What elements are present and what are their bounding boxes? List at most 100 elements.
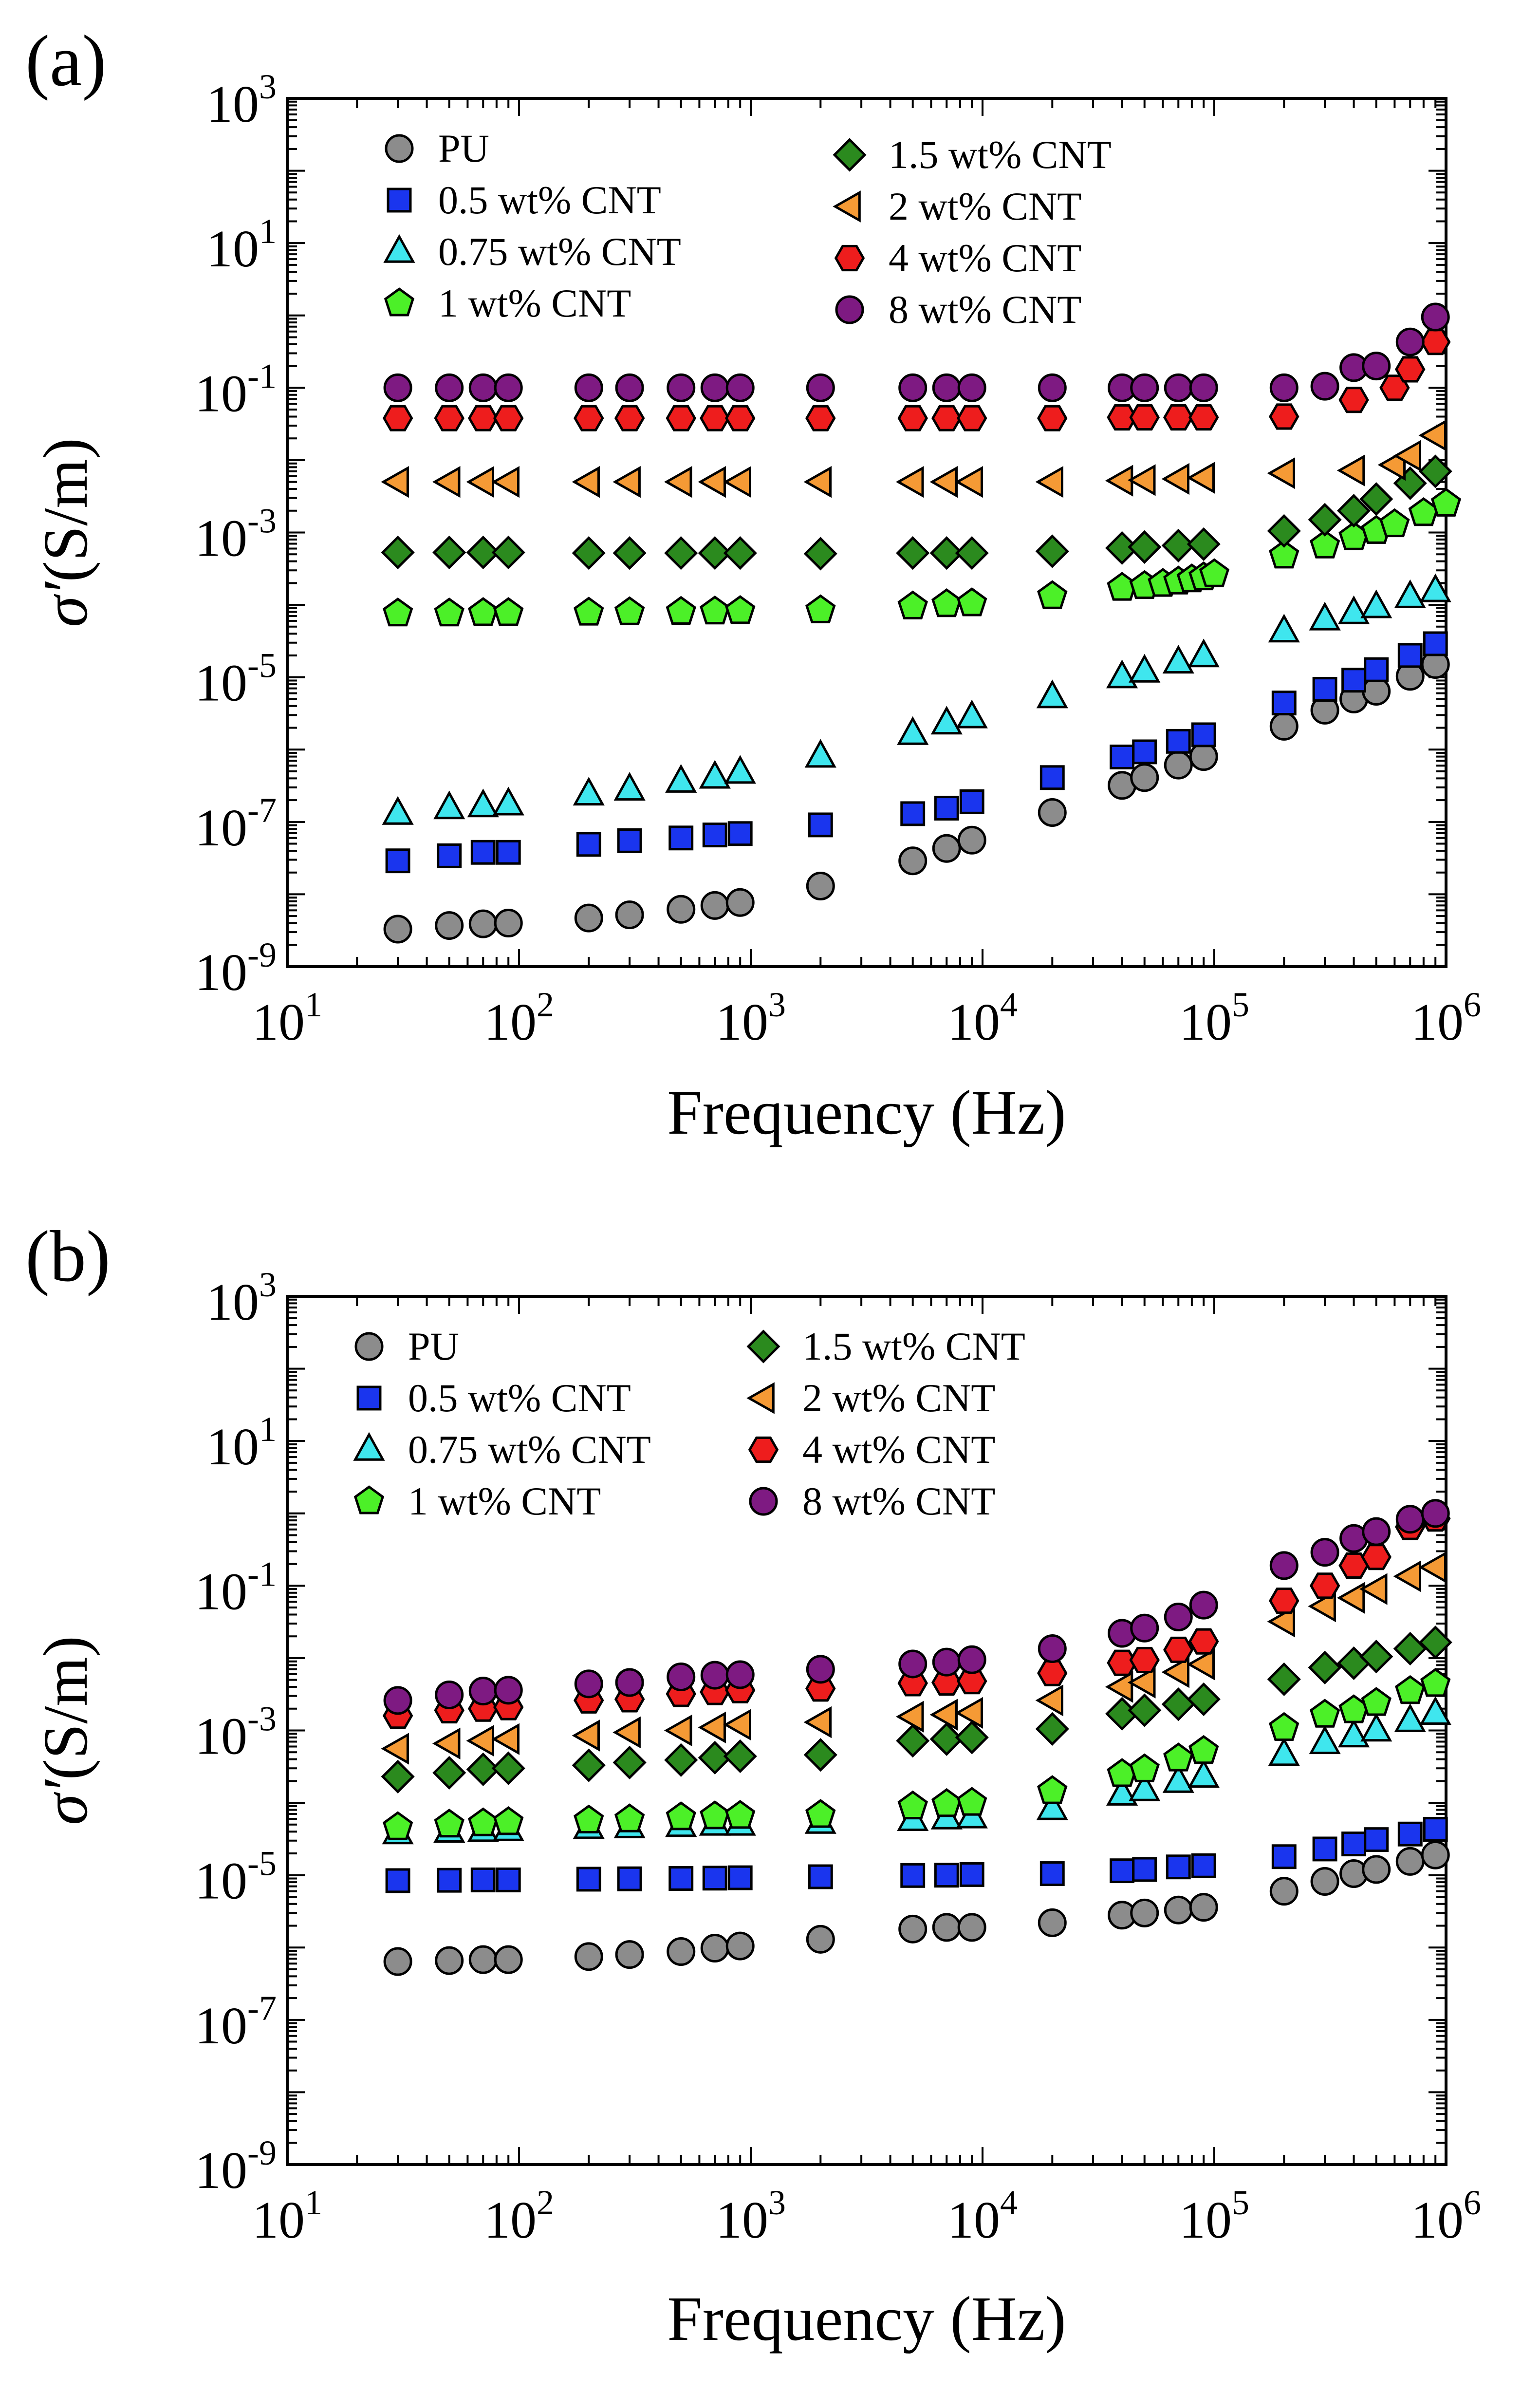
panel-b-point-0-75-wtpct-cnt: [1036, 1791, 1068, 1820]
panel-a-xtick-label: 105: [1179, 985, 1249, 1051]
panel-b-point-1-wtpct-cnt: [1037, 1775, 1068, 1804]
panel-a-point-4-wtpct-cnt: [1338, 387, 1369, 413]
panel-a-point-8-wtpct-cnt: [1421, 302, 1450, 332]
panel-a-point-4-wtpct-cnt: [468, 405, 499, 431]
panel-b-point-pu: [468, 1945, 498, 1974]
panel-b-point-1-5-wtpct-cnt: [1359, 1640, 1393, 1674]
panel-b-legend-label: 0.75 wt% CNT: [408, 1427, 651, 1472]
panel-a-legend-marker-2-wtpct-cnt: [833, 190, 861, 223]
panel-b-point-8-wtpct-cnt: [725, 1660, 755, 1689]
panel-b-ytick-label: 10-3: [195, 1700, 277, 1766]
panel-a-point-pu: [700, 891, 729, 920]
panel-a-point-pu: [1164, 750, 1193, 780]
panel-a-legend-item-2-wtpct-cnt: 2 wt% CNT: [833, 184, 1081, 228]
panel-a-point-0-75-wtpct-cnt: [1360, 589, 1392, 618]
panel-a-legend-item-0-5-wtpct-cnt: 0.5 wt% CNT: [387, 178, 661, 222]
panel-b-point-0-5-wtpct-cnt: [496, 1867, 521, 1892]
panel-b-point-pu: [1189, 1893, 1218, 1922]
panel-a-legend-label: PU: [438, 126, 489, 170]
panel-a-point-1-wtpct-cnt: [382, 598, 413, 627]
panel-b-legend-marker-1-wtpct-cnt: [353, 1485, 385, 1514]
panel-a-point-0-75-wtpct-cnt: [492, 786, 524, 816]
panel-a-series-2-wtpct-cnt: [381, 419, 1447, 498]
panel-b-legend-item-8-wtpct-cnt: 8 wt% CNT: [749, 1479, 995, 1523]
panel-a-point-8-wtpct-cnt: [667, 373, 696, 402]
panel-a-point-0-75-wtpct-cnt: [433, 790, 465, 820]
panel-a-point-0-75-wtpct-cnt: [804, 739, 836, 768]
panel-b-point-8-wtpct-cnt: [806, 1655, 835, 1684]
panel-a-point-4-wtpct-cnt: [614, 405, 645, 431]
panel-b-point-pu: [435, 1946, 464, 1975]
panel-a-point-1-5-wtpct-cnt: [896, 536, 930, 570]
panel-a-xtick-label: 101: [252, 985, 322, 1051]
panel-a-series-0-5-wtpct-cnt: [385, 631, 1448, 874]
panel-b-point-pu: [1130, 1898, 1159, 1927]
panel-b-point-8-wtpct-cnt: [1395, 1505, 1425, 1534]
panel-b-point-2-wtpct-cnt: [1308, 1590, 1336, 1623]
panel-a-point-pu: [1189, 742, 1218, 771]
panel-b-point-0-75-wtpct-cnt: [1309, 1725, 1341, 1755]
panel-b-point-8-wtpct-cnt: [1362, 1517, 1391, 1546]
panel-a-xtick-label: 104: [947, 985, 1018, 1051]
panel-a-point-8-wtpct-cnt: [806, 373, 835, 402]
panel-a-point-0-75-wtpct-cnt: [573, 777, 605, 806]
panel-a-point-1-wtpct-cnt: [1199, 558, 1230, 587]
panel-b-point-8-wtpct-cnt: [957, 1645, 986, 1674]
panel-b-point-pu: [806, 1925, 835, 1954]
panel-b-x-axis-label: Frequency (Hz): [667, 2284, 1066, 2354]
panel-a-point-1-wtpct-cnt: [1037, 580, 1068, 609]
panel-b-legend-marker-1-5-wtpct-cnt: [746, 1329, 780, 1364]
panel-a-point-2-wtpct-cnt: [955, 466, 983, 498]
panel-b-point-0-5-wtpct-cnt: [617, 1866, 642, 1891]
panel-a-point-pu: [957, 825, 986, 855]
panel-a-legend-item-1-5-wtpct-cnt: 1.5 wt% CNT: [833, 132, 1112, 177]
panel-b-xtick-label: 101: [252, 2183, 322, 2249]
panel-a-legend-label: 4 wt% CNT: [889, 236, 1081, 280]
panel-b-point-pu: [1395, 1847, 1425, 1876]
panel-a-legend-marker-4-wtpct-cnt: [834, 244, 865, 272]
panel-a-series-1-5-wtpct-cnt: [381, 454, 1452, 571]
panel-a-legend-marker-8-wtpct-cnt: [835, 295, 864, 324]
panel-a-point-pu: [468, 909, 498, 938]
panel-a-point-2-wtpct-cnt: [1393, 440, 1421, 472]
panel-b-point-8-wtpct-cnt: [468, 1677, 498, 1706]
panel-b-point-2-wtpct-cnt: [723, 1709, 751, 1741]
panel-a-point-0-5-wtpct-cnt: [576, 832, 601, 857]
panel-a-point-0-75-wtpct-cnt: [613, 772, 646, 801]
panel-a-ytick-label: 103: [206, 67, 277, 133]
panel-a-point-2-wtpct-cnt: [1127, 464, 1156, 496]
panel-a-point-8-wtpct-cnt: [1189, 373, 1218, 402]
panel-a-point-1-5-wtpct-cnt: [698, 536, 732, 570]
panel-b-point-0-5-wtpct-cnt: [808, 1864, 833, 1889]
panel-b-point-2-wtpct-cnt: [381, 1733, 409, 1765]
panel-b-point-2-wtpct-cnt: [803, 1706, 832, 1738]
panel-a-point-0-75-wtpct-cnt: [1419, 573, 1451, 602]
panel-b-point-0-5-wtpct-cnt: [1166, 1854, 1191, 1880]
panel-a-point-0-75-wtpct-cnt: [1106, 659, 1138, 689]
panel-a-point-0-5-wtpct-cnt: [668, 825, 694, 851]
panel-b-point-0-75-wtpct-cnt: [1360, 1713, 1392, 1742]
panel-b-point-0-5-wtpct-cnt: [1341, 1831, 1367, 1857]
panel-a-legend-label: 2 wt% CNT: [889, 184, 1081, 228]
panel-a-xtick-label: 103: [716, 985, 786, 1051]
panel-b-point-0-5-wtpct-cnt: [727, 1865, 753, 1890]
panel-b-point-1-wtpct-cnt: [1395, 1675, 1426, 1704]
panel-a-point-2-wtpct-cnt: [723, 466, 751, 498]
panel-a-point-4-wtpct-cnt: [700, 405, 730, 431]
panel-a-point-0-5-wtpct-cnt: [496, 840, 521, 865]
panel-b-series-1-5-wtpct-cnt: [381, 1626, 1452, 1794]
panel-b-point-8-wtpct-cnt: [1310, 1538, 1339, 1567]
panel-b-point-0-5-wtpct-cnt: [1423, 1817, 1448, 1842]
panel-a-point-0-5-wtpct-cnt: [808, 812, 833, 838]
panel-a-point-2-wtpct-cnt: [1187, 462, 1215, 494]
panel-a-legend-marker-0-5-wtpct-cnt: [387, 187, 412, 213]
panel-a-point-pu: [1130, 763, 1159, 792]
panel-b-legend-label: 0.5 wt% CNT: [408, 1376, 631, 1420]
panel-a-point-1-5-wtpct-cnt: [803, 537, 837, 571]
panel-a-point-pu: [806, 871, 835, 900]
panel-b-point-2-wtpct-cnt: [1035, 1684, 1063, 1717]
panel-a-point-2-wtpct-cnt: [1336, 454, 1365, 486]
panel-b-point-1-5-wtpct-cnt: [723, 1739, 757, 1774]
panel-a-point-8-wtpct-cnt: [1310, 372, 1339, 401]
panel-b-point-2-wtpct-cnt: [895, 1701, 924, 1733]
